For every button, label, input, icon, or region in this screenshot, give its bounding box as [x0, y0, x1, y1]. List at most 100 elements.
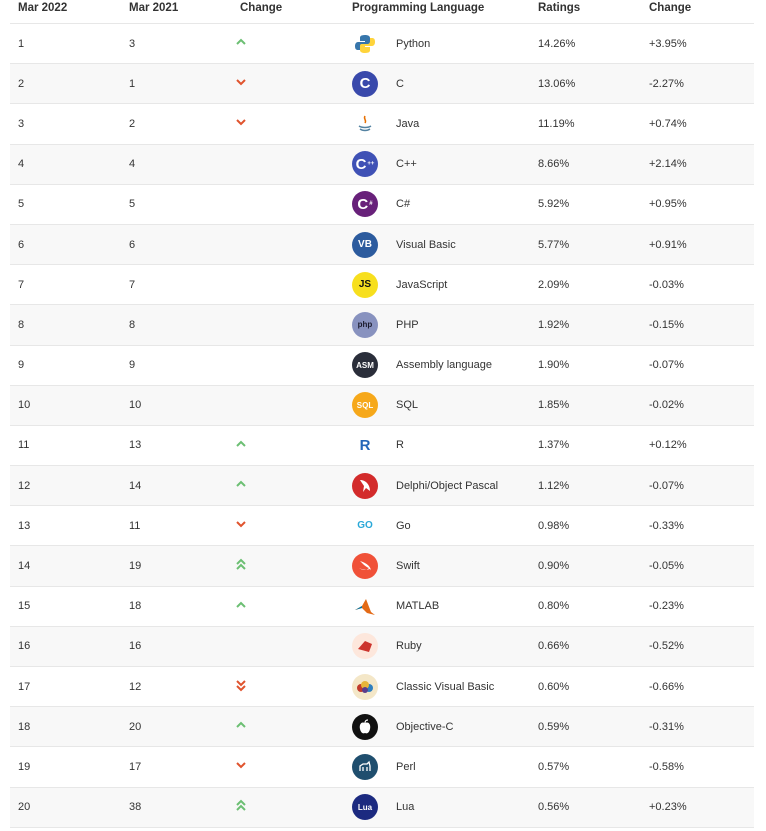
rank-previous: 9 — [129, 359, 136, 372]
rating-value: 1.85% — [538, 399, 570, 412]
arrow-down-icon — [235, 77, 247, 90]
language-name[interactable]: Lua — [396, 801, 415, 814]
rank-current: 10 — [18, 399, 31, 412]
language-cell: SQL SQL — [344, 385, 530, 425]
table-row: 14 19 Swift 0.90% -0.05% — [10, 545, 754, 587]
rating-change-value: -0.05% — [649, 560, 684, 573]
rating-value: 1.12% — [538, 479, 570, 492]
language-name[interactable]: C# — [396, 198, 411, 211]
table-row: 7 7 JS JavaScript 2.09% -0.03% — [10, 265, 754, 305]
table-row: 9 9 ASM Assembly language 1.90% -0.07% — [10, 345, 754, 386]
rank-current: 20 — [18, 801, 31, 814]
language-name[interactable]: Objective-C — [396, 720, 454, 733]
rank-current: 7 — [18, 278, 25, 291]
table-row: 11 13 R R 1.37% +0.12% — [10, 425, 754, 466]
table-row: 2 1 C C 13.06% -2.27% — [10, 63, 754, 104]
language-name[interactable]: Visual Basic — [396, 238, 456, 251]
rating-value: 0.80% — [538, 600, 570, 613]
matlab-logo-icon — [352, 593, 378, 620]
rank-previous: 17 — [129, 760, 142, 773]
language-name[interactable]: C++ — [396, 158, 417, 171]
rating-value: 11.19% — [538, 117, 575, 130]
header-rank-change[interactable]: Change — [232, 0, 344, 24]
rating-change-value: +0.95% — [649, 198, 687, 211]
rank-current: 18 — [18, 720, 31, 733]
rank-previous: 16 — [129, 640, 142, 653]
rating-value: 2.09% — [538, 278, 570, 291]
rank-change-cell — [232, 747, 344, 787]
language-cell: Java — [344, 104, 530, 144]
rating-change-value: +0.12% — [649, 439, 687, 452]
rank-current: 8 — [18, 318, 25, 331]
rank-current: 4 — [18, 158, 25, 171]
arrow-up-icon — [235, 37, 247, 50]
rank-current: 5 — [18, 198, 25, 211]
language-name[interactable]: MATLAB — [396, 600, 440, 613]
header-programming-language[interactable]: Programming Language — [344, 0, 530, 24]
language-name[interactable]: JavaScript — [396, 278, 448, 291]
language-cell: MATLAB — [344, 586, 530, 626]
language-name[interactable]: Delphi/Object Pascal — [396, 479, 499, 492]
rank-previous: 2 — [129, 117, 136, 130]
table-row: 20 38 Lua Lua 0.56% +0.23% — [10, 787, 754, 828]
language-name[interactable]: Swift — [396, 560, 420, 573]
rating-change-value: -0.31% — [649, 720, 684, 733]
rating-value: 1.37% — [538, 439, 570, 452]
language-name[interactable]: Assembly language — [396, 359, 493, 372]
perl-logo-icon — [352, 753, 378, 780]
header-mar-2022[interactable]: Mar 2022 — [10, 0, 121, 24]
header-mar-2021[interactable]: Mar 2021 — [121, 0, 232, 24]
lua-logo-icon: Lua — [352, 794, 378, 821]
rank-change-cell — [232, 24, 344, 64]
rank-change-cell — [232, 265, 344, 305]
language-name[interactable]: C — [396, 77, 404, 90]
rating-value: 13.06% — [538, 77, 576, 90]
rating-value: 0.98% — [538, 519, 570, 532]
rank-previous: 12 — [129, 680, 142, 693]
table-row: 18 20 Objective-C 0.59% -0.31% — [10, 706, 754, 747]
rating-value: 0.59% — [538, 720, 570, 733]
arrow-up-icon — [235, 439, 247, 452]
rank-current: 14 — [18, 560, 31, 573]
rating-value: 0.57% — [538, 760, 570, 773]
header-ratings[interactable]: Ratings — [530, 0, 641, 24]
table-row: 19 17 Perl 0.57% -0.58% — [10, 747, 754, 788]
table-row: 8 8 php PHP 1.92% -0.15% — [10, 304, 754, 345]
language-cell: Python — [344, 24, 530, 64]
rank-change-cell — [232, 144, 344, 184]
language-name[interactable]: Go — [396, 519, 411, 532]
language-name[interactable]: PHP — [396, 318, 419, 331]
language-name[interactable]: Ruby — [396, 640, 422, 653]
rating-value: 8.66% — [538, 158, 570, 171]
rating-change-value: -2.27% — [649, 77, 684, 90]
language-cell: ASM Assembly language — [344, 345, 530, 385]
arrow-up-icon — [235, 720, 247, 733]
table-row: 13 11 GO Go 0.98% -0.33% — [10, 506, 754, 546]
ruby-logo-icon — [352, 633, 378, 660]
visual-basic-logo-icon: VB — [352, 231, 378, 258]
language-name[interactable]: R — [396, 439, 404, 452]
rank-previous: 1 — [129, 77, 136, 90]
rank-change-cell — [232, 667, 344, 707]
rank-previous: 6 — [129, 238, 136, 251]
rating-change-value: +0.23% — [649, 801, 687, 814]
language-cell: C ++ C++ — [344, 144, 530, 184]
language-name[interactable]: Classic Visual Basic — [396, 680, 495, 693]
rank-change-cell — [232, 64, 344, 104]
header-rating-change[interactable]: Change — [641, 0, 754, 24]
language-name[interactable]: Python — [396, 37, 431, 50]
rating-value: 14.26% — [538, 37, 576, 50]
rank-previous: 13 — [129, 439, 142, 452]
language-name[interactable]: Java — [396, 117, 420, 130]
language-name[interactable]: Perl — [396, 760, 416, 773]
rank-current: 19 — [18, 760, 31, 773]
rating-value: 5.77% — [538, 238, 570, 251]
language-name[interactable]: SQL — [396, 399, 419, 412]
language-cell: C # C# — [344, 184, 530, 224]
javascript-logo-icon: JS — [352, 271, 378, 298]
swift-logo-icon — [352, 553, 378, 580]
double-arrow-down-icon — [235, 679, 247, 695]
csharp-logo-icon: C # — [352, 191, 378, 218]
